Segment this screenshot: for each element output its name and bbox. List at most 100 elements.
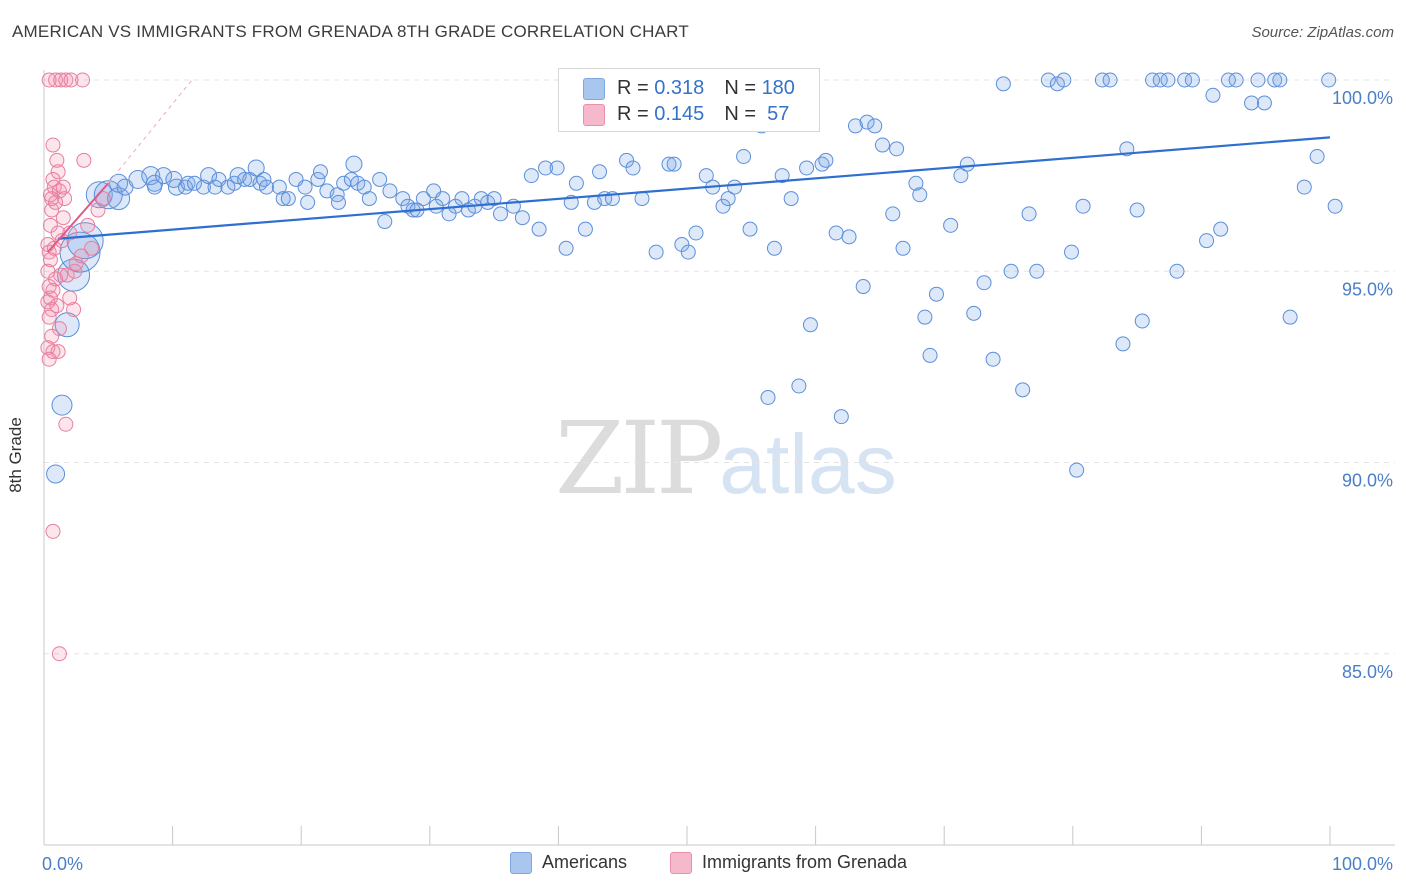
americans-point bbox=[297, 179, 313, 195]
americans-point bbox=[300, 194, 316, 210]
americans-point bbox=[959, 156, 975, 172]
americans-point bbox=[568, 175, 584, 191]
grenada-point bbox=[41, 72, 57, 88]
americans-r-value: 0.318 bbox=[654, 77, 705, 99]
grenada-point bbox=[63, 72, 79, 88]
legend-americans-swatch bbox=[510, 852, 532, 874]
americans-point bbox=[531, 221, 547, 237]
americans-point bbox=[917, 309, 933, 325]
americans-point bbox=[859, 114, 875, 130]
grenada-point bbox=[42, 187, 58, 203]
grenada-point bbox=[42, 217, 58, 233]
chart-title: AMERICAN VS IMMIGRANTS FROM GRENADA 8TH … bbox=[12, 22, 689, 41]
grenada-point bbox=[40, 294, 56, 310]
americans-point bbox=[51, 394, 73, 416]
watermark-zip: ZIP bbox=[555, 400, 723, 517]
americans-point bbox=[275, 191, 291, 207]
americans-point bbox=[523, 168, 539, 184]
americans-point bbox=[207, 179, 223, 195]
americans-point bbox=[720, 191, 736, 207]
y-tick-label: 95.0% bbox=[1342, 279, 1393, 299]
americans-point bbox=[742, 221, 758, 237]
americans-point bbox=[912, 187, 928, 203]
americans-point bbox=[345, 155, 363, 173]
source-label: Source: ZipAtlas.com bbox=[1251, 24, 1394, 41]
americans-point bbox=[330, 194, 346, 210]
americans-point bbox=[280, 191, 296, 207]
americans-point bbox=[486, 191, 502, 207]
americans-point bbox=[828, 225, 844, 241]
americans-point bbox=[1040, 72, 1056, 88]
americans-point bbox=[435, 191, 451, 207]
americans-point bbox=[855, 279, 871, 295]
americans-point bbox=[833, 409, 849, 425]
americans-point bbox=[943, 217, 959, 233]
americans-point bbox=[1003, 263, 1019, 279]
grenada-point bbox=[68, 256, 84, 272]
americans-point bbox=[774, 168, 790, 184]
grenada-point bbox=[73, 248, 89, 264]
americans-point bbox=[1184, 72, 1200, 88]
grenada-point bbox=[41, 309, 57, 325]
americans-point bbox=[802, 317, 818, 333]
grenada-swatch bbox=[583, 104, 605, 126]
grenada-point bbox=[45, 523, 61, 539]
grenada-point bbox=[58, 72, 74, 88]
grenada-point bbox=[48, 271, 64, 287]
americans-point bbox=[549, 160, 565, 176]
grenada-point bbox=[45, 171, 61, 187]
grenada-point bbox=[48, 72, 64, 88]
americans-point bbox=[1029, 263, 1045, 279]
grenada-point bbox=[45, 137, 61, 153]
americans-point bbox=[1160, 72, 1176, 88]
americans-point bbox=[895, 240, 911, 256]
americans-point bbox=[847, 118, 863, 134]
americans-point bbox=[889, 141, 905, 157]
americans-point bbox=[1152, 72, 1168, 88]
grenada-r-label: R = bbox=[617, 103, 655, 125]
americans-point bbox=[1327, 198, 1343, 214]
americans-point bbox=[783, 191, 799, 207]
americans-point bbox=[107, 187, 131, 211]
americans-n-value: 180 bbox=[761, 77, 795, 99]
americans-point bbox=[715, 198, 731, 214]
americans-point bbox=[1272, 72, 1288, 88]
grenada-point bbox=[50, 164, 66, 180]
grenada-point bbox=[41, 351, 57, 367]
americans-point bbox=[922, 347, 938, 363]
grenada-point bbox=[53, 72, 69, 88]
x-tick-label: 100.0% bbox=[1332, 854, 1393, 874]
grenada-point bbox=[45, 344, 61, 360]
americans-point bbox=[1102, 72, 1118, 88]
americans-point bbox=[799, 160, 815, 176]
americans-point bbox=[666, 156, 682, 172]
grenada-point bbox=[55, 210, 71, 226]
grenada-point bbox=[75, 72, 91, 88]
grenada-point bbox=[80, 217, 96, 233]
americans-point bbox=[329, 187, 345, 203]
americans-point bbox=[1021, 206, 1037, 222]
grenada-point bbox=[84, 240, 100, 256]
americans-point bbox=[648, 244, 664, 260]
stats-legend: R = 0.318 N = 180 R = 0.145 N = 57 bbox=[558, 68, 820, 132]
americans-trend-line bbox=[57, 136, 1331, 240]
americans-point bbox=[1244, 95, 1260, 111]
americans-point bbox=[1169, 263, 1185, 279]
x-tick-label: 0.0% bbox=[42, 854, 83, 874]
americans-point bbox=[727, 179, 743, 195]
americans-point bbox=[1177, 72, 1193, 88]
legend-grenada-swatch bbox=[670, 852, 692, 874]
americans-point bbox=[258, 179, 274, 195]
americans-point bbox=[271, 179, 287, 195]
grenada-trend-line bbox=[47, 182, 110, 253]
americans-point bbox=[908, 175, 924, 191]
americans-point bbox=[558, 240, 574, 256]
grenada-r-value: 0.145 bbox=[654, 103, 705, 125]
americans-point bbox=[1256, 95, 1272, 111]
americans-point bbox=[1205, 87, 1221, 103]
americans-point bbox=[377, 214, 393, 230]
americans-point bbox=[237, 171, 253, 187]
americans-point bbox=[760, 389, 776, 405]
grenada-point bbox=[44, 328, 60, 344]
americans-point bbox=[493, 206, 509, 222]
